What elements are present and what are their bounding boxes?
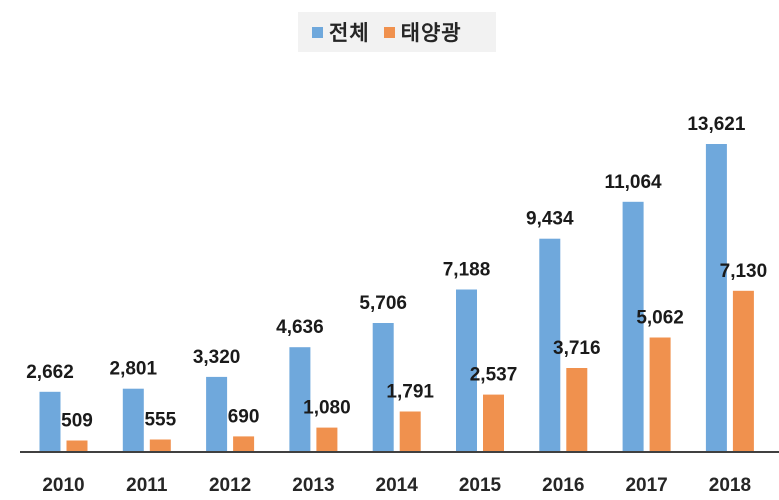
- x-tick-labels-group: 2010 2011 2012 2013 2014 2015 2016 2017 2018: [42, 475, 751, 496]
- bar-solar-2011: [149, 439, 171, 452]
- data-label-total-2013: 4,636: [276, 317, 324, 338]
- bar-solar-2016: [566, 368, 588, 452]
- bar-total-2018: [705, 144, 727, 452]
- bars-group: [39, 144, 754, 452]
- bar-solar-2017: [649, 337, 671, 452]
- data-label-total-2016: 9,434: [526, 209, 574, 230]
- data-label-solar-2017: 5,062: [636, 308, 684, 329]
- data-label-solar-2015: 2,537: [470, 365, 518, 386]
- legend-label-total: 전체: [329, 21, 370, 45]
- x-tick-label-2012: 2012: [209, 475, 251, 496]
- legend-item-solar: 태양광: [383, 17, 462, 47]
- x-tick-label-2011: 2011: [126, 475, 168, 496]
- data-label-solar-2013: 1,080: [303, 398, 351, 419]
- data-label-total-2015: 7,188: [443, 260, 491, 281]
- data-label-solar-2018: 7,130: [720, 261, 768, 282]
- bar-total-2010: [39, 391, 61, 452]
- bar-solar-2014: [399, 411, 421, 452]
- bar-total-2014: [372, 323, 394, 452]
- data-label-total-2012: 3,320: [193, 347, 241, 368]
- x-tick-label-2017: 2017: [625, 475, 667, 496]
- data-label-total-2014: 5,706: [359, 293, 407, 314]
- bar-total-2017: [622, 201, 644, 452]
- data-label-total-2018: 13,621: [687, 114, 746, 135]
- bar-total-2012: [206, 376, 228, 452]
- bar-total-2013: [289, 347, 311, 452]
- data-label-total-2017: 11,064: [605, 172, 662, 193]
- bar-solar-2018: [732, 290, 754, 452]
- bar-solar-2013: [316, 427, 338, 452]
- data-label-solar-2011: 555: [144, 410, 176, 431]
- bar-total-2015: [456, 289, 477, 452]
- data-label-total-2010: 2,662: [26, 362, 74, 383]
- legend: 전체 태양광: [298, 12, 496, 52]
- x-tick-label-2015: 2015: [459, 475, 502, 496]
- data-label-solar-2012: 690: [228, 406, 260, 427]
- data-label-solar-2014: 1,791: [386, 382, 434, 403]
- bar-solar-2010: [66, 440, 88, 452]
- legend-item-total: 전체: [312, 17, 370, 47]
- bar-solar-2015: [483, 394, 504, 452]
- x-tick-label-2010: 2010: [42, 475, 84, 496]
- bar-solar-2012: [233, 436, 255, 452]
- legend-label-solar: 태양광: [400, 21, 462, 45]
- legend-swatch-total: [312, 26, 323, 38]
- data-label-total-2011: 2,801: [110, 359, 158, 380]
- x-tick-label-2018: 2018: [709, 475, 751, 496]
- data-label-solar-2010: 509: [61, 411, 93, 432]
- legend-swatch-solar: [383, 26, 395, 38]
- data-labels-group: 2,662 509 2,801 555 3,320 690 4,636 1,080 5,706 1…: [26, 114, 767, 432]
- x-tick-label-2016: 2016: [542, 475, 584, 496]
- x-tick-label-2014: 2014: [376, 475, 419, 496]
- bar-total-2011: [122, 388, 144, 452]
- x-tick-label-2013: 2013: [292, 475, 334, 496]
- data-label-solar-2016: 3,716: [553, 338, 601, 359]
- bar-total-2016: [539, 238, 561, 452]
